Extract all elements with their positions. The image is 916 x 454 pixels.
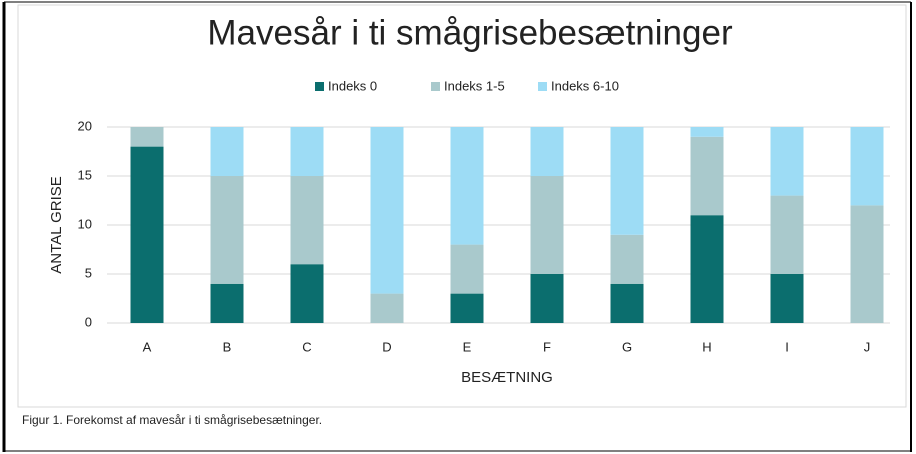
x-tick-label: D bbox=[382, 339, 391, 354]
bar-segment bbox=[290, 176, 324, 265]
x-tick-label: H bbox=[702, 339, 711, 354]
figure-caption: Figur 1. Forekomst af mavesår i ti smågr… bbox=[22, 413, 322, 427]
bar-segment bbox=[450, 127, 484, 245]
y-tick-label: 20 bbox=[78, 118, 92, 133]
y-tick-label: 5 bbox=[85, 265, 92, 280]
bar-segment bbox=[850, 205, 884, 323]
bar-segment bbox=[130, 127, 164, 147]
x-tick-label: A bbox=[143, 339, 152, 354]
legend-label: Indeks 6-10 bbox=[551, 78, 619, 93]
bar-segment bbox=[770, 127, 804, 196]
x-axis-label: BESÆTNING bbox=[461, 369, 553, 386]
x-tick-label: C bbox=[302, 339, 311, 354]
y-axis-label: ANTAL GRISE bbox=[48, 176, 65, 274]
legend-swatch bbox=[538, 82, 547, 91]
y-tick-label: 15 bbox=[78, 167, 92, 182]
bar-segment bbox=[130, 146, 164, 323]
bar-segment bbox=[690, 127, 724, 137]
y-tick-label: 0 bbox=[85, 314, 92, 329]
x-tick-label: G bbox=[622, 339, 632, 354]
bar-segment bbox=[610, 234, 644, 284]
bar-segment bbox=[530, 274, 564, 323]
bar-segment bbox=[370, 127, 404, 294]
x-tick-label: E bbox=[463, 339, 472, 354]
bar-segment bbox=[770, 195, 804, 274]
bar-segment bbox=[610, 283, 644, 323]
bar-segment bbox=[850, 127, 884, 206]
bar-segment bbox=[210, 283, 244, 323]
legend-label: Indeks 1-5 bbox=[444, 78, 505, 93]
bar-segment bbox=[210, 176, 244, 284]
bar-segment bbox=[450, 244, 484, 294]
x-tick-label: F bbox=[543, 339, 551, 354]
legend-swatch bbox=[315, 82, 324, 91]
bar-segment bbox=[690, 136, 724, 216]
bar-segment bbox=[530, 127, 564, 176]
bar-segment bbox=[290, 127, 324, 176]
y-tick-label: 10 bbox=[78, 216, 92, 231]
bar-segment bbox=[290, 264, 324, 323]
x-tick-label: J bbox=[864, 339, 871, 354]
bar-segment bbox=[610, 127, 644, 235]
legend-label: Indeks 0 bbox=[328, 78, 377, 93]
bar-segment bbox=[690, 215, 724, 323]
bar-segment bbox=[450, 293, 484, 323]
bar-segment bbox=[530, 176, 564, 274]
chart-frame bbox=[17, 4, 907, 408]
bar-segment bbox=[210, 127, 244, 176]
legend-swatch bbox=[431, 82, 440, 91]
x-tick-label: I bbox=[785, 339, 789, 354]
chart-title: Mavesår i ti smågrisebesætninger bbox=[207, 13, 733, 52]
bar-segment bbox=[370, 293, 404, 323]
x-tick-label: B bbox=[223, 339, 232, 354]
bar-segment bbox=[770, 274, 804, 323]
